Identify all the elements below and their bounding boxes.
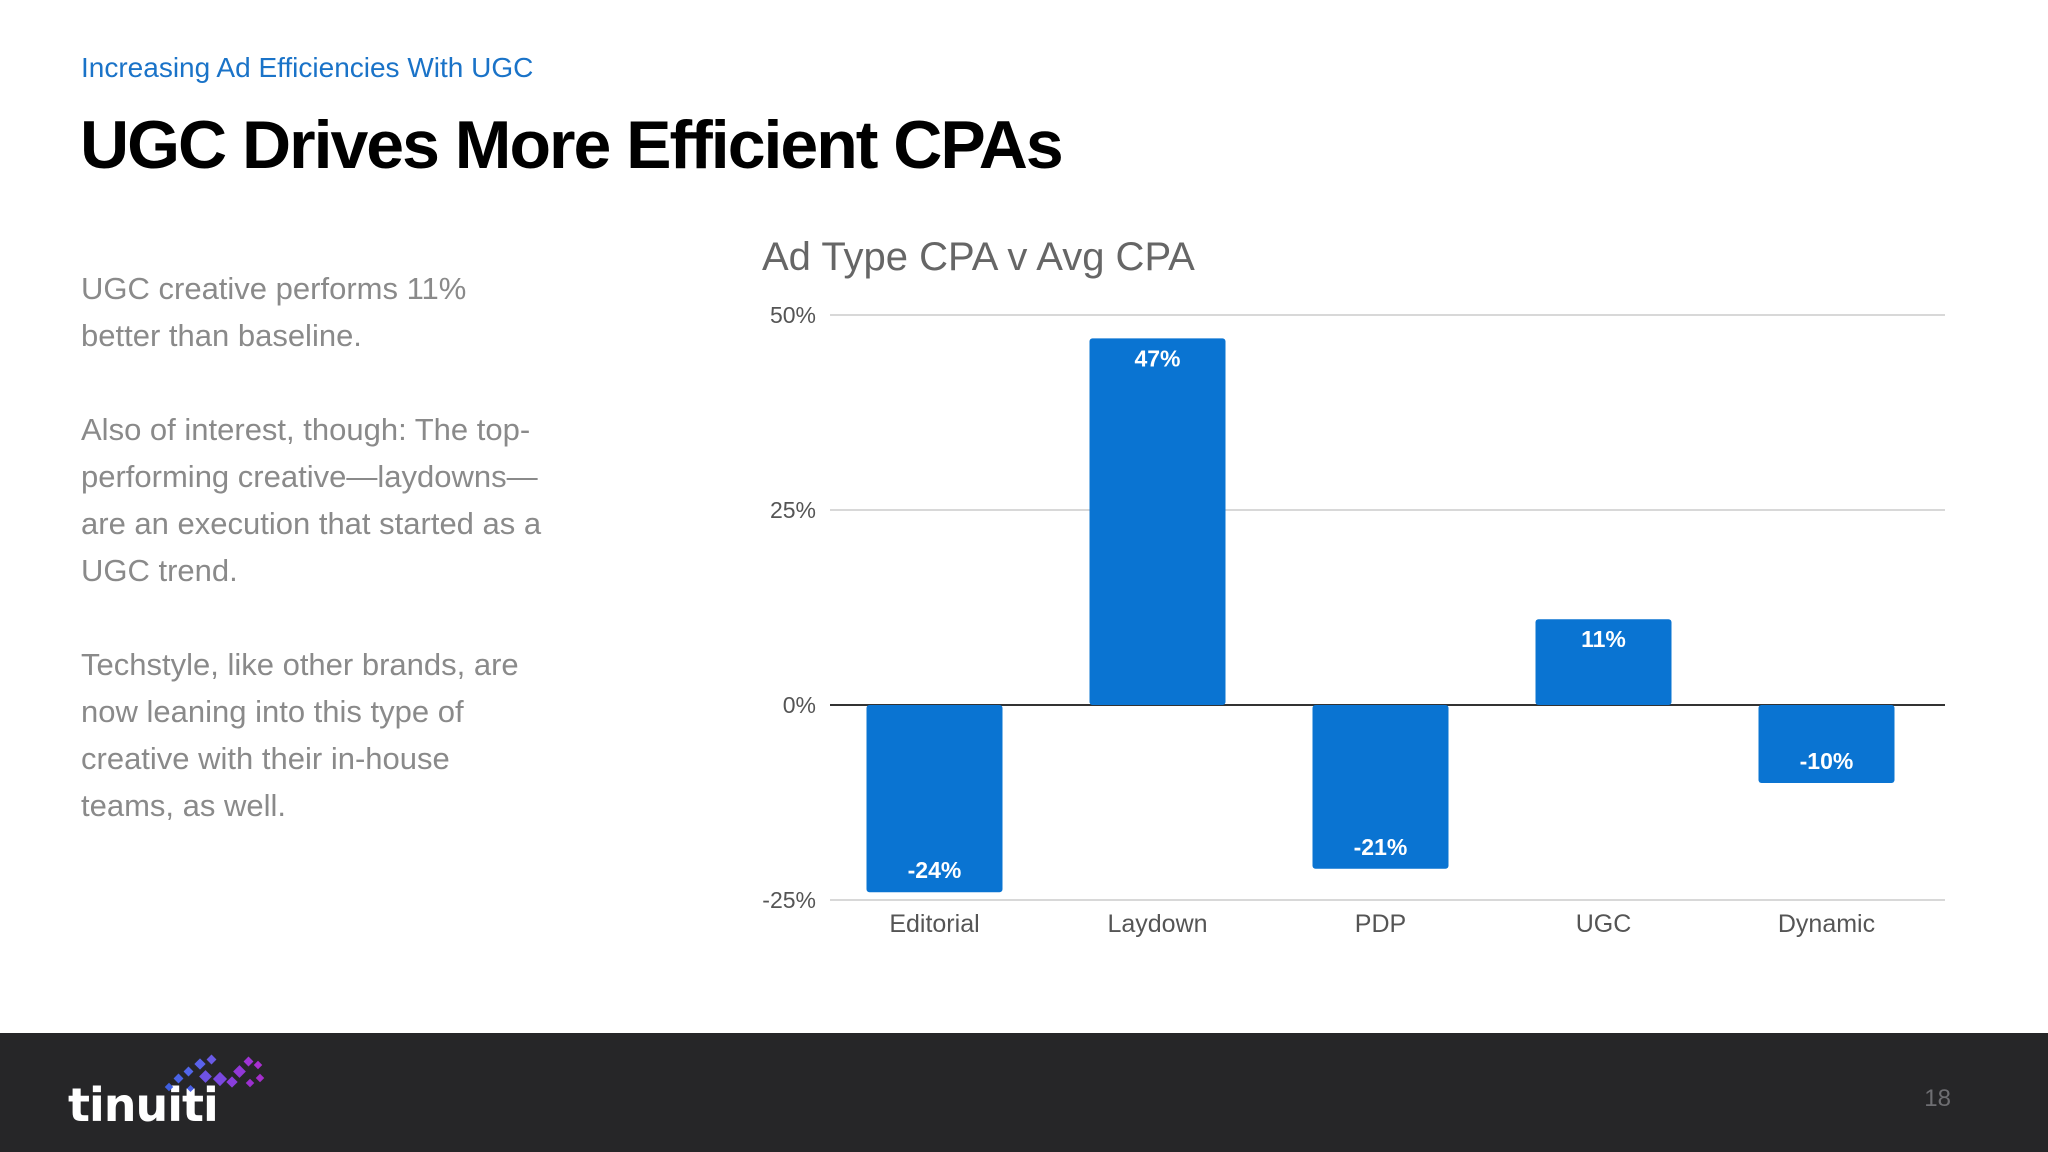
y-tick-label: 50% <box>770 302 816 328</box>
body-paragraph: Also of interest, though: The top-perfor… <box>81 412 542 588</box>
bar <box>1535 619 1672 705</box>
body-paragraph: Techstyle, like other brands, are now le… <box>81 647 519 823</box>
body-paragraph: UGC creative performs 11% better than ba… <box>81 271 467 353</box>
x-tick-label: PDP <box>1355 910 1406 938</box>
bar-data-label: -21% <box>1354 834 1408 860</box>
tinuiti-infinity-dots-icon <box>164 1054 265 1093</box>
y-tick-label: -25% <box>762 887 816 913</box>
page-number: 18 <box>1924 1085 1951 1112</box>
x-tick-label: Editorial <box>889 910 979 938</box>
bar <box>1312 705 1449 869</box>
bar-data-label: 11% <box>1581 626 1626 652</box>
slide-title: UGC Drives More Efficient CPAs <box>80 107 1064 183</box>
bar-data-label: -10% <box>1800 748 1854 774</box>
tinuiti-logo: tinuiti <box>68 1048 268 1138</box>
bar-data-label: -24% <box>908 857 962 883</box>
bar <box>1089 338 1226 705</box>
slide-subtitle: Increasing Ad Efficiencies With UGC <box>81 52 534 83</box>
bar-chart: Ad Type CPA v Avg CPA 50% 25% 0% -25% -24% Edi… <box>762 235 1945 938</box>
bar <box>866 705 1003 893</box>
x-tick-label: Dynamic <box>1778 910 1875 938</box>
y-tick-label: 0% <box>783 692 816 718</box>
footer-bar <box>0 1033 2048 1152</box>
bar <box>1758 705 1895 783</box>
x-tick-label: UGC <box>1576 910 1632 938</box>
chart-title: Ad Type CPA v Avg CPA <box>762 235 1195 279</box>
x-tick-label: Laydown <box>1107 910 1207 938</box>
logo-text: tinuiti <box>68 1078 219 1132</box>
bar-data-label: 47% <box>1134 345 1180 371</box>
body-text: UGC creative performs 11% better than ba… <box>81 265 551 876</box>
y-tick-label: 25% <box>770 497 816 523</box>
